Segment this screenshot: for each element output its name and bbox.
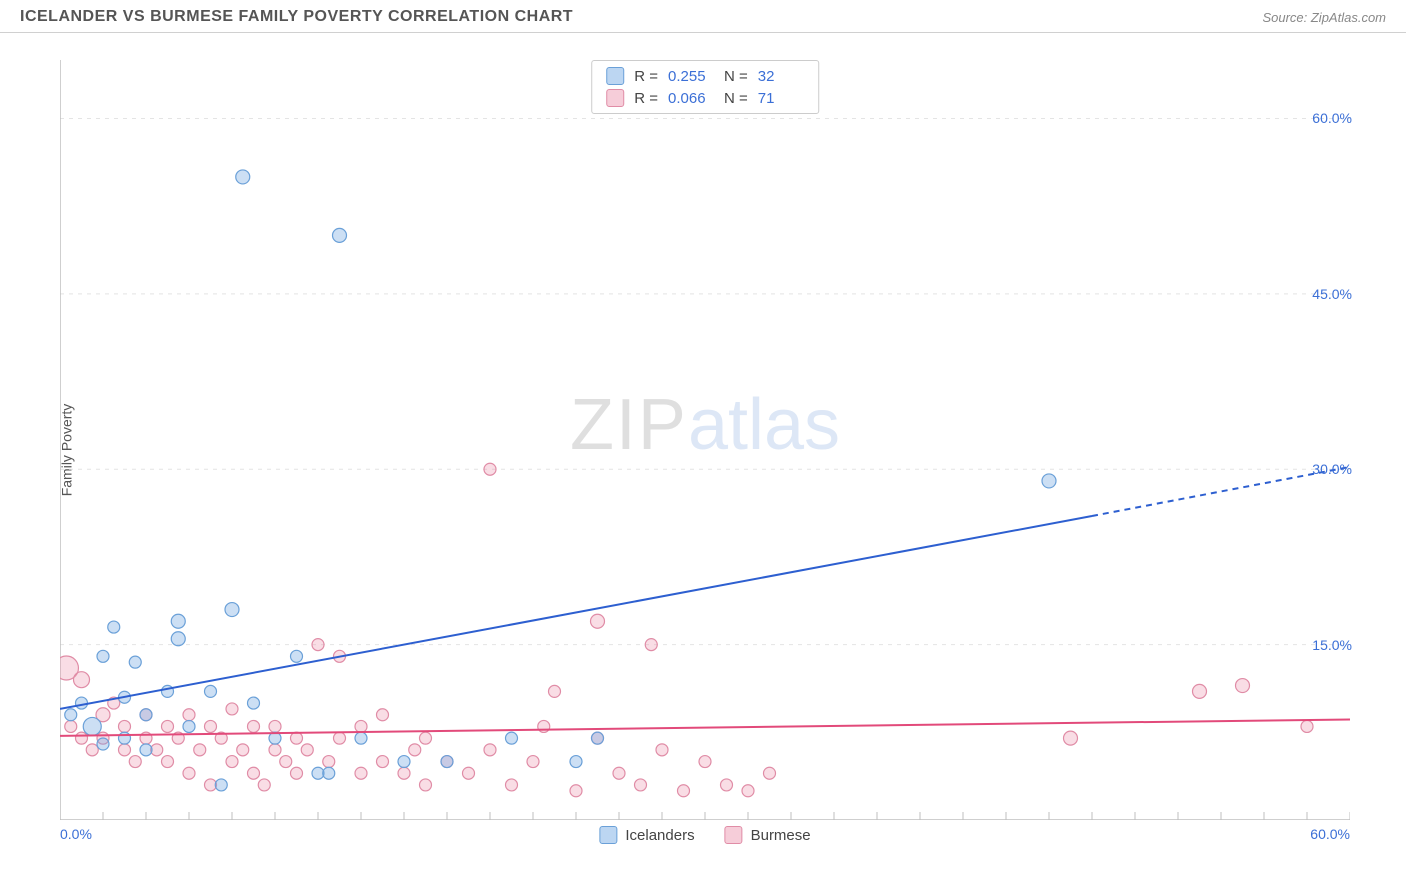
correlation-legend: R = 0.255 N = 32 R = 0.066 N = 71: [591, 60, 819, 114]
r-value-icelanders: 0.255: [668, 68, 714, 85]
chart-header: ICELANDER VS BURMESE FAMILY POVERTY CORR…: [0, 0, 1406, 33]
y-tick-label: 15.0%: [1312, 637, 1352, 653]
scatter-plot-svg: [60, 60, 1350, 820]
y-tick-label: 60.0%: [1312, 110, 1352, 126]
chart-title: ICELANDER VS BURMESE FAMILY POVERTY CORR…: [20, 8, 573, 26]
swatch-burmese: [606, 89, 624, 107]
legend-item-burmese: Burmese: [725, 826, 811, 844]
legend-row-burmese: R = 0.066 N = 71: [606, 87, 804, 109]
swatch-burmese-icon: [725, 826, 743, 844]
chart-container: Family Poverty ZIPatlas R = 0.255 N = 32…: [50, 50, 1380, 850]
swatch-icelanders-icon: [599, 826, 617, 844]
series-legend: Icelanders Burmese: [599, 826, 810, 844]
legend-label-icelanders: Icelanders: [625, 827, 694, 844]
legend-label-burmese: Burmese: [751, 827, 811, 844]
r-label: R =: [634, 90, 658, 107]
n-label: N =: [724, 90, 748, 107]
chart-source: Source: ZipAtlas.com: [1262, 10, 1386, 25]
x-axis-start-label: 0.0%: [60, 826, 92, 842]
r-value-burmese: 0.066: [668, 90, 714, 107]
x-axis-end-label: 60.0%: [1310, 826, 1350, 842]
n-value-burmese: 71: [758, 90, 804, 107]
plot-area: ZIPatlas R = 0.255 N = 32 R = 0.066 N = …: [60, 60, 1350, 820]
n-label: N =: [724, 68, 748, 85]
y-tick-label: 30.0%: [1312, 461, 1352, 477]
legend-row-icelanders: R = 0.255 N = 32: [606, 65, 804, 87]
legend-item-icelanders: Icelanders: [599, 826, 694, 844]
swatch-icelanders: [606, 67, 624, 85]
n-value-icelanders: 32: [758, 68, 804, 85]
r-label: R =: [634, 68, 658, 85]
y-tick-label: 45.0%: [1312, 286, 1352, 302]
